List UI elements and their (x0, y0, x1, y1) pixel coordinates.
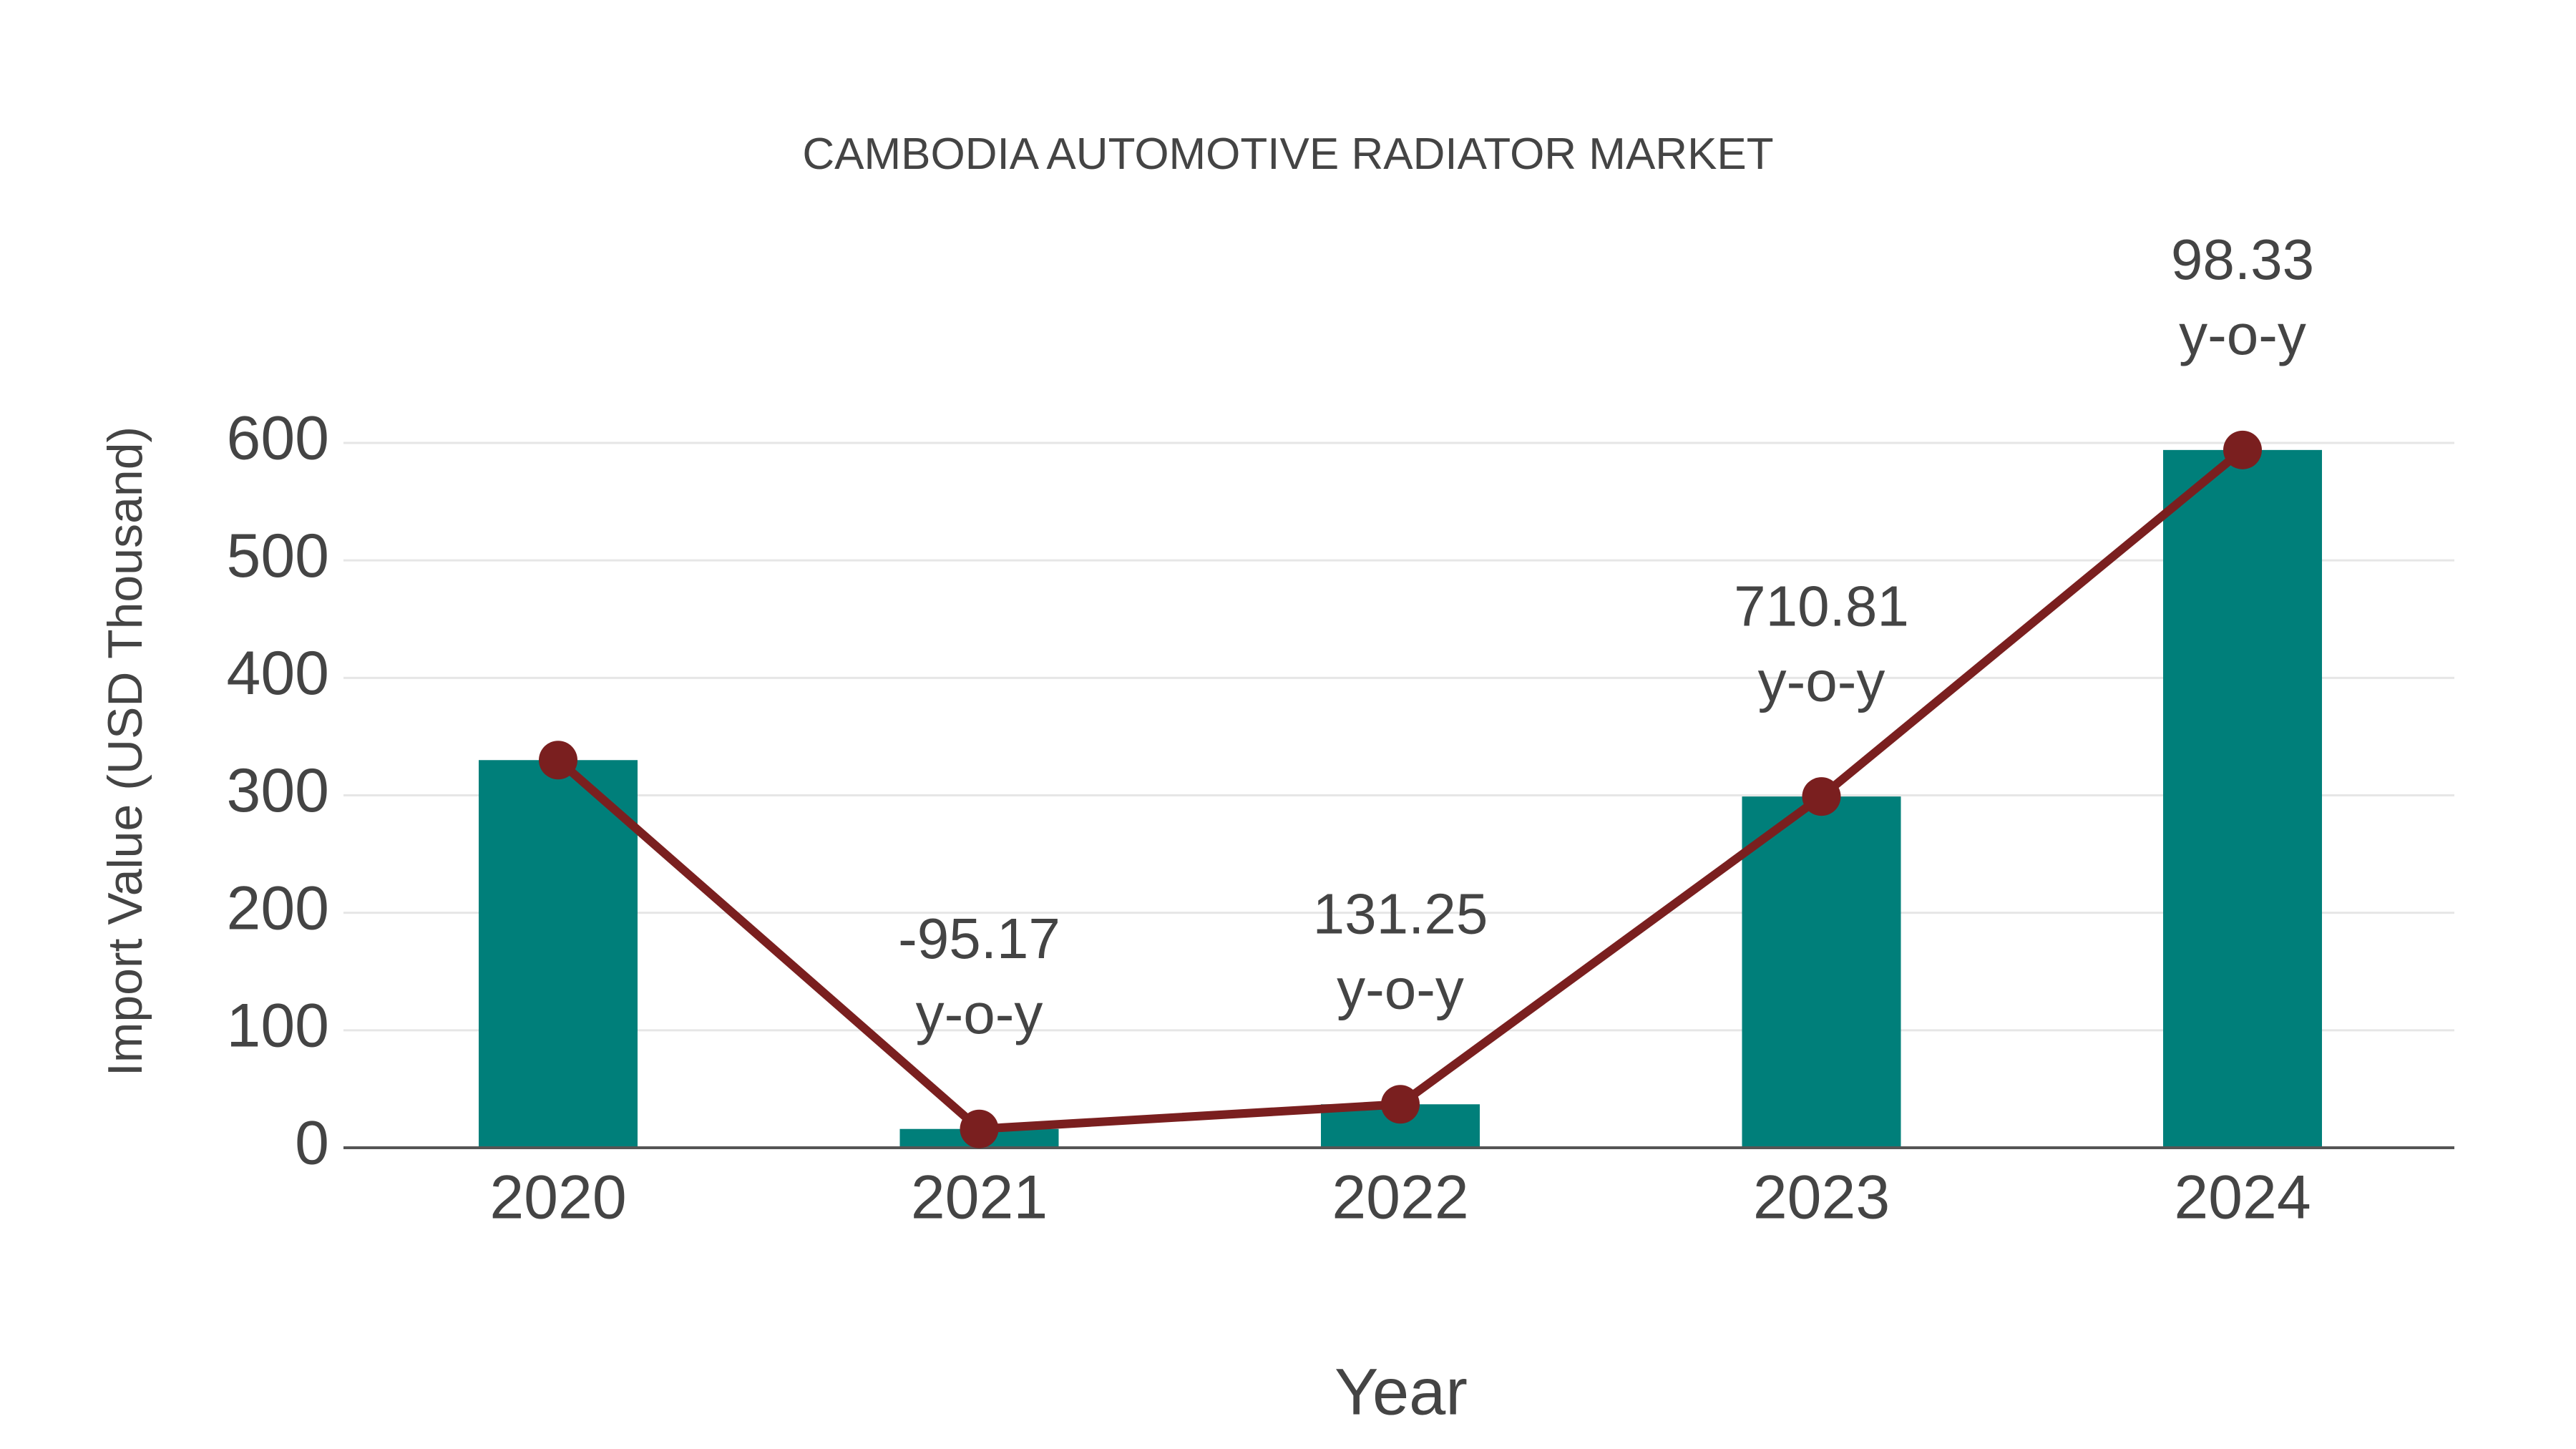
y-tick-label: 500 (227, 522, 330, 590)
y-tick-label: 200 (227, 874, 330, 942)
yoy-value: 98.33 (2171, 228, 2314, 291)
bar-series (479, 449, 2322, 1148)
yoy-value: 131.25 (1313, 882, 1488, 945)
y-tick-label: 400 (227, 639, 330, 708)
line-series (539, 430, 2262, 1148)
yoy-suffix: y-o-y (2179, 303, 2306, 366)
yoy-annotations: -95.17 y-o-y 131.25 y-o-y 710.81 y-o-y 98.33 y-… (898, 228, 2314, 1045)
gridlines (343, 441, 2454, 1032)
yoy-value: -95.17 (898, 907, 1060, 970)
trend-line (555, 447, 2245, 1133)
yoy-suffix: y-o-y (1758, 649, 1885, 713)
y-tick-label: 100 (227, 992, 330, 1060)
x-tick-label: 2024 (2174, 1163, 2311, 1232)
x-tick-label: 2022 (1332, 1163, 1468, 1232)
bar-2023 (1742, 796, 1901, 1148)
trend-marker (1802, 777, 1841, 816)
x-tick-label: 2021 (911, 1163, 1048, 1232)
yoy-suffix: y-o-y (916, 982, 1043, 1045)
bar-2024 (2163, 449, 2322, 1148)
x-axis-ticks: 2020 2021 2022 2023 2024 (489, 1163, 2311, 1232)
y-tick-label: 300 (227, 756, 330, 825)
trend-marker (2223, 430, 2262, 469)
trend-marker (539, 741, 577, 780)
y-axis-title: Import Value (USD Thousand) (98, 426, 152, 1076)
chart-title: CAMBODIA AUTOMOTIVE RADIATOR MARKET (802, 130, 1774, 179)
yoy-suffix: y-o-y (1337, 957, 1464, 1020)
yoy-value: 710.81 (1734, 574, 1909, 638)
trend-marker (1381, 1085, 1420, 1124)
x-tick-label: 2023 (1753, 1163, 1890, 1232)
y-tick-label: 0 (295, 1109, 329, 1178)
y-axis-ticks: 0 100 200 300 400 500 600 (227, 404, 330, 1178)
bar-2020 (479, 760, 638, 1148)
y-tick-label: 600 (227, 404, 330, 473)
x-tick-label: 2020 (489, 1163, 626, 1232)
trend-marker (960, 1109, 999, 1148)
x-axis-title: Year (1335, 1355, 1468, 1428)
